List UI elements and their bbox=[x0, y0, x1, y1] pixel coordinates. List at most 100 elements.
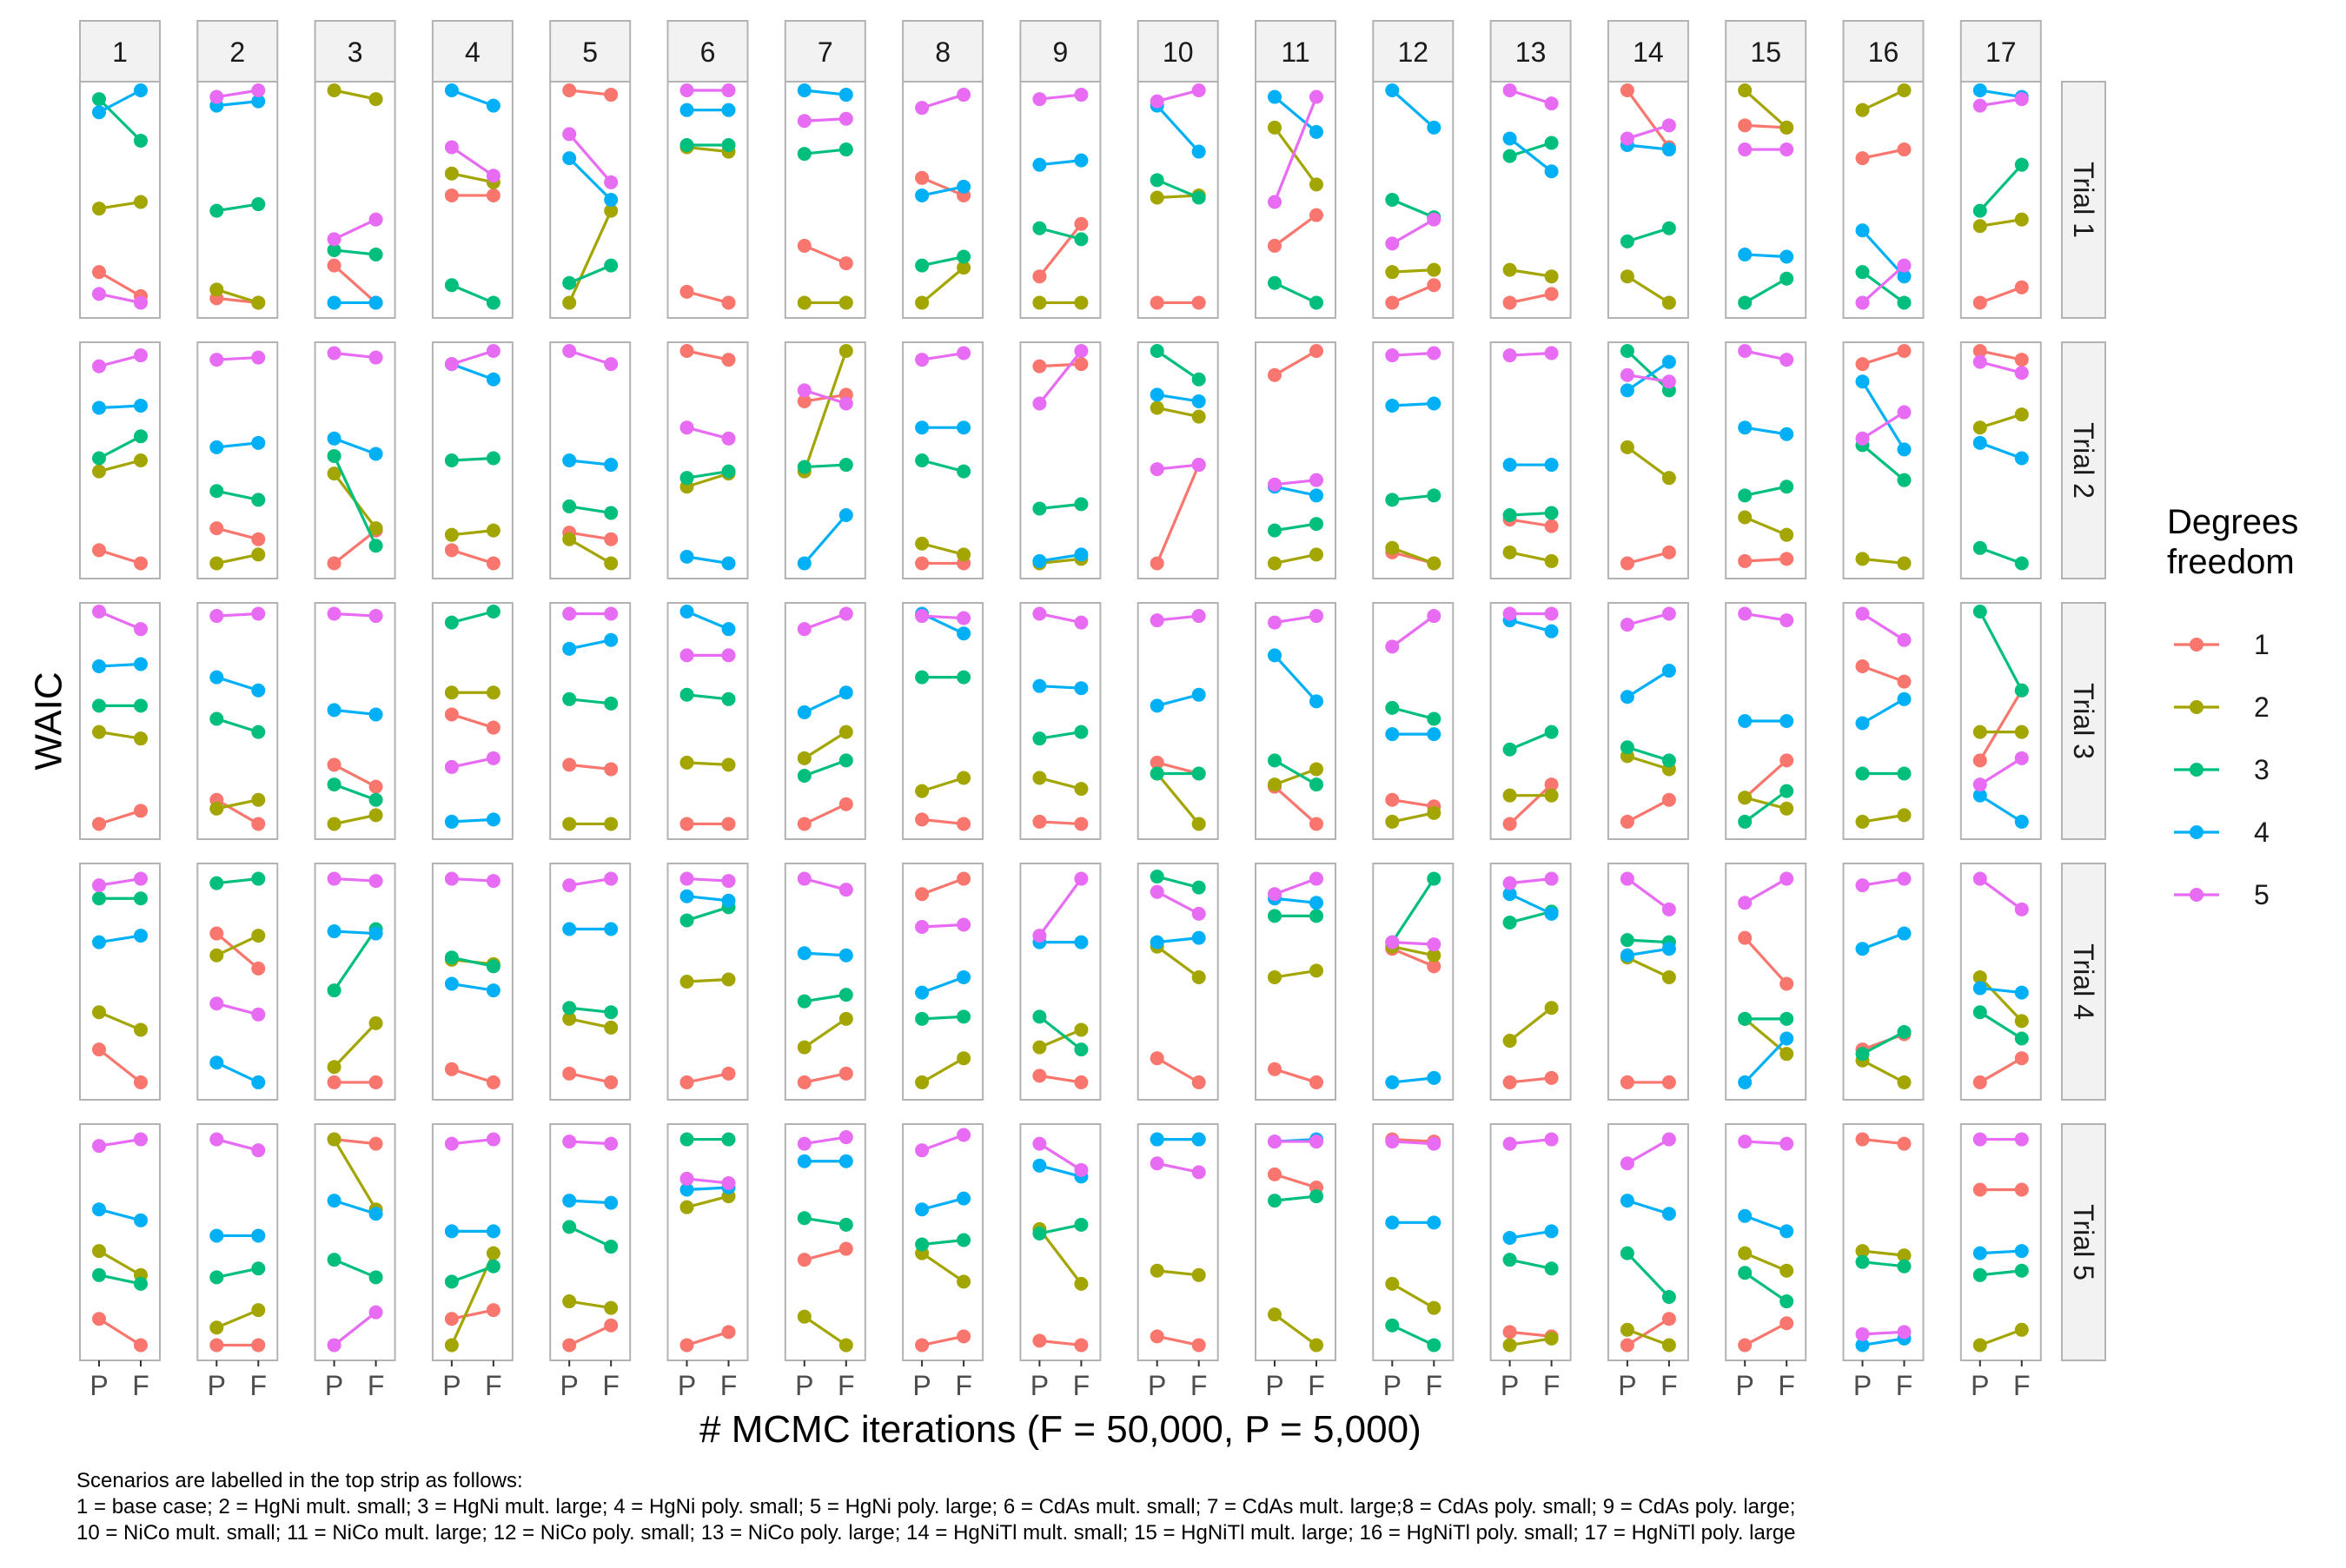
point-df3-p bbox=[209, 711, 224, 726]
point-df2-p bbox=[1972, 420, 1987, 435]
series-line-df5 bbox=[1861, 411, 1905, 440]
point-df2-f bbox=[134, 1022, 148, 1037]
point-df2-p bbox=[562, 295, 577, 310]
point-df5-f bbox=[604, 357, 619, 372]
point-df2-p bbox=[209, 1320, 224, 1335]
point-df3-f bbox=[251, 1261, 266, 1276]
legend-key-point bbox=[2190, 763, 2204, 777]
series-line-df1 bbox=[921, 1334, 964, 1347]
point-df1-p bbox=[1150, 755, 1164, 770]
series-line-df2 bbox=[1274, 552, 1317, 566]
series-line-df3 bbox=[98, 1274, 142, 1286]
point-df5-f bbox=[486, 344, 500, 358]
series-line-df5 bbox=[1509, 1137, 1552, 1146]
point-df3-p bbox=[1268, 909, 1282, 923]
series-line-df5 bbox=[1038, 350, 1083, 405]
panel-box bbox=[314, 341, 396, 579]
point-df3-p bbox=[915, 258, 930, 273]
point-df4-f bbox=[1544, 1224, 1559, 1239]
strip-right-box bbox=[2061, 863, 2106, 1101]
point-df2-p bbox=[1385, 814, 1400, 829]
series-line-df3 bbox=[804, 148, 846, 155]
series-line-df1 bbox=[1627, 551, 1670, 565]
point-df4-f bbox=[368, 707, 383, 722]
panel-box bbox=[1959, 81, 2042, 319]
point-df5-f bbox=[1074, 1162, 1089, 1177]
series-line-df1 bbox=[1156, 464, 1201, 565]
point-df2-p bbox=[444, 166, 459, 181]
point-df1-f bbox=[1309, 817, 1323, 831]
series-line-df5 bbox=[1979, 361, 2023, 374]
point-df3-f bbox=[838, 988, 853, 1002]
series-line-df5 bbox=[804, 117, 846, 122]
series-line-df4 bbox=[98, 662, 142, 668]
series-line-df4 bbox=[569, 459, 612, 466]
series-line-df4 bbox=[1156, 393, 1199, 403]
series-line-df2 bbox=[1744, 89, 1788, 129]
point-df5-f bbox=[486, 169, 500, 183]
series-line-df4 bbox=[1627, 669, 1670, 698]
series-line-df5 bbox=[568, 877, 612, 887]
point-df4-f bbox=[1191, 687, 1206, 702]
point-df1-p bbox=[92, 265, 106, 280]
series-line-df5 bbox=[1274, 614, 1317, 625]
series-line-df4 bbox=[1861, 698, 1905, 724]
point-df1-f bbox=[1074, 1075, 1089, 1089]
point-df3-p bbox=[327, 777, 341, 792]
point-df5-f bbox=[368, 609, 383, 624]
point-df1-p bbox=[1150, 556, 1164, 571]
point-df1-p bbox=[1032, 269, 1047, 284]
point-df5-p bbox=[444, 140, 459, 155]
series-line-df1 bbox=[215, 932, 260, 970]
point-df5-p bbox=[562, 344, 577, 358]
x-tick-label: P bbox=[1618, 1370, 1636, 1401]
point-df1-f bbox=[2014, 280, 2029, 294]
strip-top-box bbox=[902, 20, 984, 83]
point-df2-f bbox=[604, 1020, 619, 1035]
point-df2-p bbox=[1738, 1246, 1753, 1260]
point-df5-p bbox=[92, 1139, 106, 1154]
series-line-df4 bbox=[1861, 229, 1905, 278]
series-line-df1 bbox=[1273, 785, 1318, 825]
point-df4-f bbox=[721, 622, 736, 637]
series-line-df3 bbox=[1038, 227, 1082, 241]
point-df1-f bbox=[604, 1318, 619, 1333]
point-df5-p bbox=[327, 871, 341, 886]
series-line-df4 bbox=[216, 100, 259, 108]
point-df5-p bbox=[1855, 431, 1870, 446]
point-df2-f bbox=[2014, 212, 2029, 227]
point-df1-f bbox=[1779, 552, 1794, 566]
legend-key-point bbox=[2190, 888, 2204, 902]
series-line-df3 bbox=[333, 455, 378, 546]
point-df4-f bbox=[838, 88, 853, 103]
series-line-df3 bbox=[921, 459, 964, 473]
point-df5-f bbox=[134, 1132, 148, 1147]
point-df5-p bbox=[562, 1135, 577, 1149]
point-df4-p bbox=[209, 1228, 224, 1243]
point-df2-f bbox=[1074, 1022, 1089, 1037]
point-df2-f bbox=[368, 521, 383, 536]
point-df4-p bbox=[915, 188, 930, 202]
point-df3-f bbox=[2014, 683, 2029, 698]
series-line-df2 bbox=[98, 200, 142, 210]
series-line-df1 bbox=[333, 529, 377, 565]
point-df4-p bbox=[1502, 131, 1517, 146]
point-df2-f bbox=[251, 929, 266, 943]
point-df4-p bbox=[1738, 420, 1753, 435]
point-df3-p bbox=[1032, 1009, 1047, 1024]
series-line-df2 bbox=[921, 542, 964, 556]
series-line-df2 bbox=[215, 552, 259, 566]
point-df5-f bbox=[134, 871, 148, 886]
point-df5-f bbox=[368, 350, 383, 365]
panel-box bbox=[314, 81, 396, 319]
point-df5-p bbox=[209, 1132, 224, 1147]
point-df2-f bbox=[1427, 262, 1441, 277]
series-line-df4 bbox=[1861, 380, 1905, 451]
point-df4-f bbox=[604, 458, 619, 473]
point-df2-p bbox=[209, 948, 224, 963]
point-df2-f bbox=[1661, 295, 1676, 310]
panel-box bbox=[1372, 1123, 1455, 1361]
point-df2-p bbox=[1620, 269, 1634, 284]
point-df5-p bbox=[1150, 613, 1164, 628]
series-line-df1 bbox=[1978, 689, 2024, 762]
